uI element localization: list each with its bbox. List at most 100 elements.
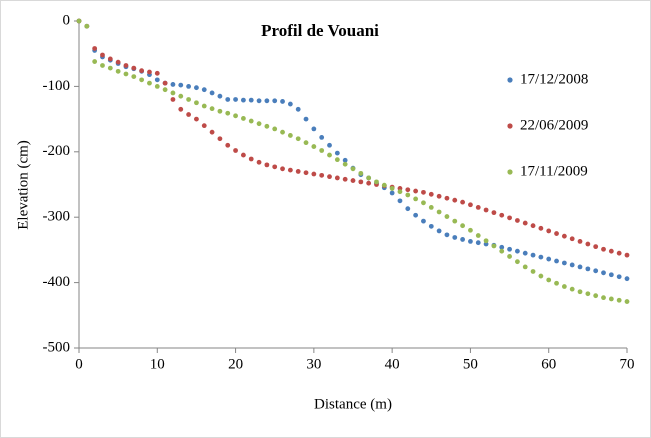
data-point [468,238,473,244]
data-point [241,152,246,158]
data-point [327,152,332,158]
x-tick-label: 70 [620,356,635,372]
x-tick-label: 0 [75,356,83,372]
data-point [444,232,450,238]
data-point [522,220,528,226]
data-point [436,193,442,199]
data-point [444,214,450,219]
data-point [608,272,614,278]
data-point [593,268,599,274]
data-point [272,98,278,104]
data-point [256,121,262,127]
data-point [154,77,160,83]
data-point [413,188,419,194]
data-point [507,246,512,252]
x-tick-label: 40 [385,356,400,372]
data-point [577,264,583,270]
data-point [186,112,192,117]
data-point [342,157,348,163]
data-point [287,133,293,138]
data-point [499,248,505,254]
data-point [92,59,98,64]
data-point [507,215,512,221]
data-point [374,179,379,185]
data-point [217,136,223,142]
data-point [178,106,184,112]
legend-marker [507,123,513,129]
data-point [475,233,481,238]
legend-label: 17/11/2009 [520,163,588,179]
data-point [436,228,442,234]
data-point [546,277,552,283]
data-point [546,228,552,234]
data-point [421,189,426,195]
data-point [522,264,528,270]
y-tick-label: -200 [43,143,71,159]
y-tick-label: -300 [43,209,71,225]
data-point [601,270,606,276]
data-point [483,238,489,244]
data-point [107,56,113,62]
data-point [225,110,231,116]
data-point [311,126,317,132]
data-point [201,103,207,109]
data-point [358,170,364,176]
data-point [389,186,395,191]
data-point [475,204,481,210]
x-tick-label: 20 [228,356,243,372]
x-tick-label: 10 [150,356,165,372]
data-point [397,198,403,204]
data-point [311,171,317,177]
data-point [601,295,606,301]
x-tick-label: 60 [541,356,556,372]
data-point [475,240,481,246]
data-point [272,126,278,132]
data-point [280,99,285,104]
y-tick-label: -500 [43,339,71,355]
data-point [139,68,145,74]
data-point [233,148,238,153]
data-point [499,244,505,250]
data-point [123,71,129,77]
y-tick-label: -400 [43,274,71,290]
data-point [131,74,137,79]
data-point [100,63,105,68]
data-point [217,93,223,99]
data-point [554,258,559,264]
data-point [201,87,207,93]
data-point [366,180,372,186]
data-point [428,191,434,197]
data-point [483,207,489,213]
data-point [303,116,309,122]
data-point [319,172,325,178]
data-point [452,197,458,203]
data-point [515,259,520,265]
data-point [256,98,262,104]
data-point [139,77,145,83]
data-point [436,209,442,215]
data-point [546,256,552,262]
data-point [554,231,559,236]
data-point [491,243,497,249]
data-point [162,80,168,86]
data-point [162,87,168,93]
y-axis-label: Elevation (cm) [15,140,31,230]
data-point [311,144,317,149]
data-point [569,286,575,292]
data-point [561,233,567,239]
data-point [530,252,536,258]
data-point [405,206,411,212]
data-point [389,190,395,196]
data-point [295,106,301,112]
data-point [217,108,223,114]
data-point [577,289,583,295]
data-point [170,82,176,87]
data-point [107,65,113,71]
data-point [460,223,465,229]
data-point [327,174,332,180]
data-point [264,98,270,104]
data-point [225,142,231,148]
data-point [92,46,98,51]
x-tick-label: 50 [463,356,478,372]
